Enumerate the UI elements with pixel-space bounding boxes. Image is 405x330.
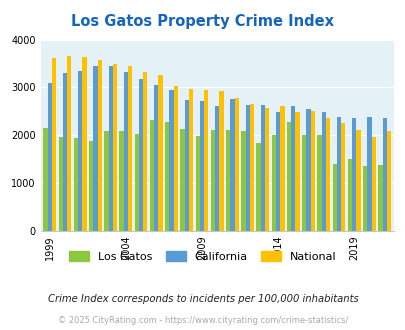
Bar xyxy=(241,130,245,231)
Bar xyxy=(256,143,260,231)
Bar xyxy=(93,66,97,231)
Bar xyxy=(204,90,208,231)
Bar xyxy=(108,66,113,231)
Bar xyxy=(104,131,108,231)
Bar xyxy=(356,130,360,231)
Bar xyxy=(82,57,86,231)
Bar xyxy=(143,72,147,231)
Bar xyxy=(139,79,143,231)
Bar xyxy=(199,101,204,231)
Bar xyxy=(340,123,345,231)
Bar xyxy=(325,118,329,231)
Bar xyxy=(165,122,169,231)
Bar xyxy=(180,129,184,231)
Bar xyxy=(347,159,351,231)
Bar xyxy=(230,99,234,231)
Bar xyxy=(63,73,67,231)
Bar xyxy=(78,71,82,231)
Bar xyxy=(336,117,340,231)
Bar xyxy=(367,116,371,231)
Bar xyxy=(119,130,124,231)
Bar xyxy=(279,106,284,231)
Bar xyxy=(317,135,321,231)
Bar xyxy=(245,105,249,231)
Bar xyxy=(97,60,102,231)
Bar xyxy=(295,112,299,231)
Bar xyxy=(58,137,63,231)
Bar xyxy=(234,98,238,231)
Bar xyxy=(128,66,132,231)
Bar xyxy=(275,112,279,231)
Text: Crime Index corresponds to incidents per 100,000 inhabitants: Crime Index corresponds to incidents per… xyxy=(47,294,358,304)
Bar xyxy=(351,117,356,231)
Bar xyxy=(219,91,223,231)
Bar xyxy=(173,85,177,231)
Text: © 2025 CityRating.com - https://www.cityrating.com/crime-statistics/: © 2025 CityRating.com - https://www.city… xyxy=(58,315,347,325)
Bar xyxy=(89,141,93,231)
Bar xyxy=(67,56,71,231)
Bar xyxy=(188,89,193,231)
Bar xyxy=(158,76,162,231)
Text: Los Gatos Property Crime Index: Los Gatos Property Crime Index xyxy=(71,14,334,29)
Bar xyxy=(113,64,117,231)
Bar xyxy=(386,130,390,231)
Bar xyxy=(264,108,269,231)
Bar xyxy=(210,130,215,231)
Bar xyxy=(260,105,264,231)
Bar xyxy=(215,106,219,231)
Bar xyxy=(154,85,158,231)
Bar xyxy=(134,134,139,231)
Bar xyxy=(249,104,254,231)
Legend: Los Gatos, California, National: Los Gatos, California, National xyxy=(65,247,340,267)
Bar xyxy=(169,90,173,231)
Bar xyxy=(184,100,188,231)
Bar xyxy=(43,128,47,231)
Bar xyxy=(310,112,314,231)
Bar xyxy=(271,135,275,231)
Bar xyxy=(47,83,52,231)
Bar xyxy=(149,119,154,231)
Bar xyxy=(74,138,78,231)
Bar xyxy=(52,58,56,231)
Bar xyxy=(377,165,382,231)
Bar xyxy=(301,135,306,231)
Bar xyxy=(124,72,128,231)
Bar xyxy=(195,136,199,231)
Bar xyxy=(290,106,295,231)
Bar xyxy=(286,122,290,231)
Bar xyxy=(332,164,336,231)
Bar xyxy=(362,166,367,231)
Bar xyxy=(321,112,325,231)
Bar xyxy=(382,118,386,231)
Bar xyxy=(371,137,375,231)
Bar xyxy=(226,130,230,231)
Bar xyxy=(306,109,310,231)
